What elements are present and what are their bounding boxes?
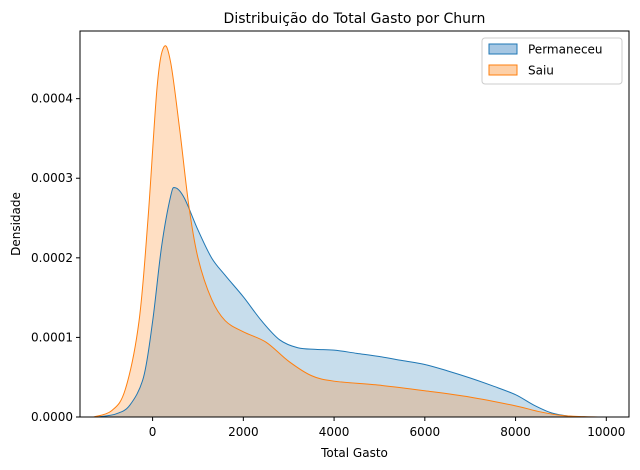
chart-title: Distribuição do Total Gasto por Churn xyxy=(224,11,486,27)
y-axis-label: Densidade xyxy=(9,192,23,256)
x-tick-label: 8000 xyxy=(500,425,531,439)
y-tick-label: 0.0000 xyxy=(31,410,73,424)
legend-label-saiu: Saiu xyxy=(528,64,554,78)
plot-fills xyxy=(93,45,602,417)
y-tick-label: 0.0004 xyxy=(31,92,73,106)
plot-lines xyxy=(93,45,602,418)
x-tick-label: 10000 xyxy=(587,425,625,439)
x-tick-label: 2000 xyxy=(228,425,259,439)
y-tick-label: 0.0003 xyxy=(31,171,73,185)
legend-swatch-saiu xyxy=(488,64,518,76)
axes-frame xyxy=(79,30,630,418)
y-tick-label: 0.0001 xyxy=(31,330,73,344)
x-tick-label: 0 xyxy=(149,425,157,439)
x-axis-label: Total Gasto xyxy=(320,446,388,460)
density-line-saiu xyxy=(93,45,602,418)
x-axis-ticks: 0 2000 4000 6000 8000 10000 xyxy=(149,417,625,439)
legend-label-permaneceu: Permaneceu xyxy=(528,43,603,57)
y-tick-label: 0.0002 xyxy=(31,251,73,265)
density-area-permaneceu xyxy=(98,187,589,417)
y-axis-ticks: 0.0000 0.0001 0.0002 0.0003 0.0004 xyxy=(31,92,80,424)
x-tick-label: 6000 xyxy=(410,425,441,439)
legend-swatch-permaneceu xyxy=(488,43,518,55)
density-line-permaneceu xyxy=(98,187,589,418)
legend: Permaneceu Saiu xyxy=(481,37,623,85)
density-area-saiu xyxy=(93,45,602,417)
x-tick-label: 4000 xyxy=(319,425,350,439)
